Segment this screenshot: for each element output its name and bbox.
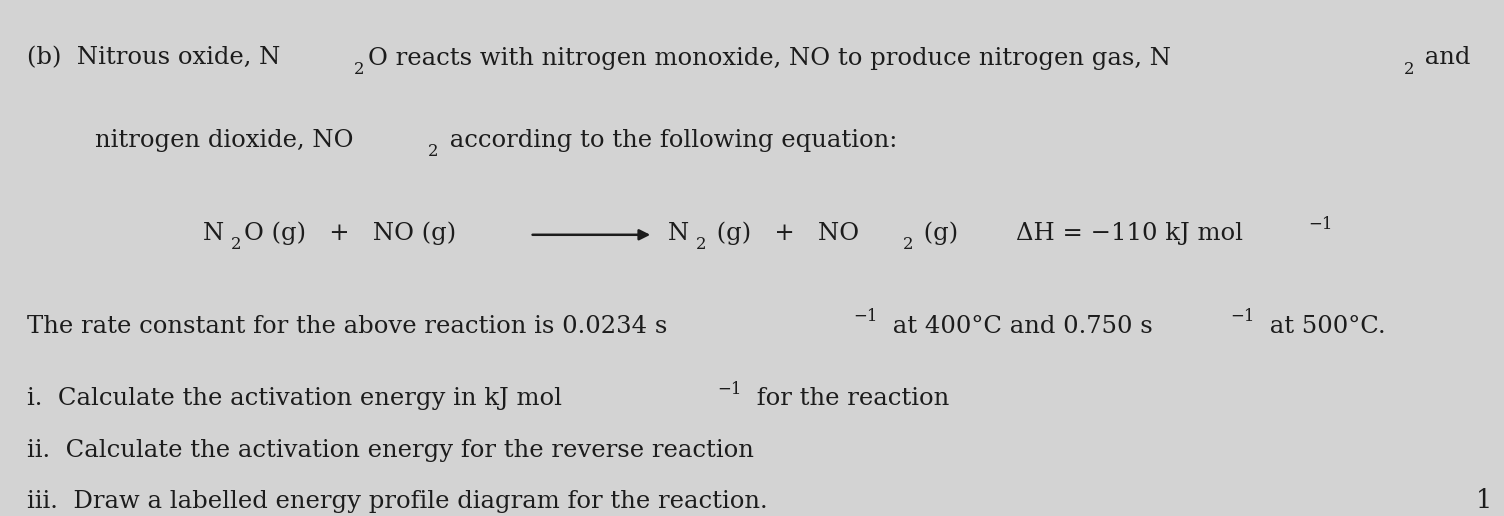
Text: O reacts with nitrogen monoxide, NO to produce nitrogen gas, N: O reacts with nitrogen monoxide, NO to p… [367,46,1170,70]
Text: ii.  Calculate the activation energy for the reverse reaction: ii. Calculate the activation energy for … [27,439,754,462]
Text: at 400°C and 0.750 s: at 400°C and 0.750 s [884,315,1152,338]
Text: nitrogen dioxide, NO: nitrogen dioxide, NO [95,129,353,152]
Text: at 500°C.: at 500°C. [1262,315,1385,338]
Text: according to the following equation:: according to the following equation: [442,129,898,152]
Text: i.  Calculate the activation energy in kJ mol: i. Calculate the activation energy in kJ… [27,387,562,410]
Text: (b)  Nitrous oxide, N: (b) Nitrous oxide, N [27,46,280,70]
Text: 1: 1 [1475,489,1492,513]
Text: −1: −1 [717,381,741,398]
Text: −1: −1 [1230,309,1254,326]
Text: N: N [203,222,224,245]
Text: iii.  Draw a labelled energy profile diagram for the reaction.: iii. Draw a labelled energy profile diag… [27,490,767,513]
Text: 2: 2 [1403,61,1414,78]
Text: 2: 2 [429,143,439,160]
Text: 2: 2 [695,236,705,253]
Text: 2: 2 [353,61,364,78]
Text: (g)   +   NO: (g) + NO [708,221,859,245]
Text: −1: −1 [1308,216,1333,233]
Text: O (g)   +   NO (g): O (g) + NO (g) [244,221,456,245]
Text: −1: −1 [853,309,878,326]
Text: The rate constant for the above reaction is 0.0234 s: The rate constant for the above reaction… [27,315,668,338]
Text: for the reaction: for the reaction [749,387,949,410]
Text: 2: 2 [902,236,913,253]
Text: (g): (g) [916,221,958,245]
Text: ΔH = −110 kJ mol: ΔH = −110 kJ mol [1015,222,1242,245]
Text: N: N [668,222,689,245]
Text: and: and [1417,46,1471,70]
Text: 2: 2 [230,236,241,253]
